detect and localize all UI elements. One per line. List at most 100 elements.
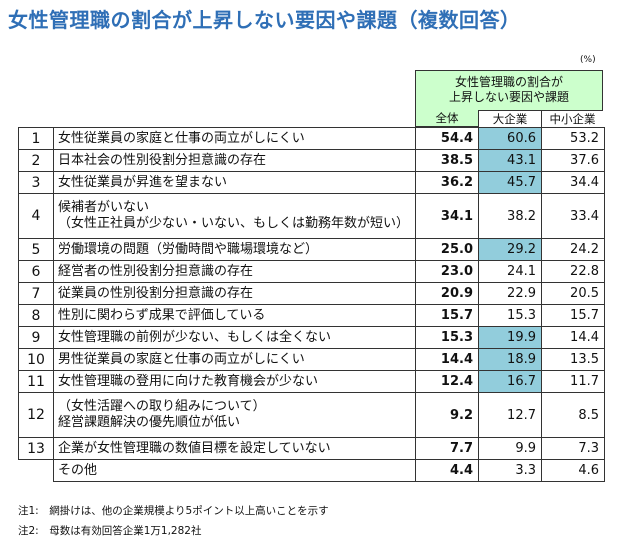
row-number: 11 — [18, 370, 54, 393]
table-row: 8 性別に関わらず成果で評価している 15.7 15.3 15.7 — [18, 304, 605, 327]
value-large: 22.9 — [478, 282, 542, 305]
table-group-header: 女性管理職の割合が 上昇しない要因や課題 全体 大企業 中小企業 — [415, 70, 603, 128]
row-label: 女性従業員が昇進を望まない — [53, 171, 416, 194]
row-label: 従業員の性別役割分担意識の存在 — [53, 282, 416, 305]
table-row: 6 経営者の性別役割分担意識の存在 23.0 24.1 22.8 — [18, 260, 605, 283]
row-label-text: 女性管理職の前例が少ない、もしくは全くない — [58, 329, 332, 345]
row-number: 5 — [18, 238, 54, 261]
value-all: 34.1 — [415, 193, 479, 239]
value-all: 36.2 — [415, 171, 479, 194]
unit-label: (%) — [580, 55, 596, 65]
group-header-line2: 上昇しない要因や課題 — [448, 90, 569, 104]
row-number: 13 — [18, 437, 54, 460]
row-label-text: 労働環境の問題（労働時間や職場環境など） — [58, 241, 319, 257]
row-number: 8 — [18, 304, 54, 327]
row-label: 経営者の性別役割分担意識の存在 — [53, 260, 416, 283]
value-sme: 24.2 — [541, 238, 605, 261]
value-large: 24.1 — [478, 260, 542, 283]
value-sme: 13.5 — [541, 348, 605, 371]
table-row: 10 男性従業員の家庭と仕事の両立がしにくい 14.4 18.9 13.5 — [18, 348, 605, 371]
row-number: 2 — [18, 149, 54, 172]
value-all: 25.0 — [415, 238, 479, 261]
table-row: 3 女性従業員が昇進を望まない 36.2 45.7 34.4 — [18, 171, 605, 194]
table-row: 13 企業が女性管理職の数値目標を設定していない 7.7 9.9 7.3 — [18, 437, 605, 460]
page-title: 女性管理職の割合が上昇しない要因や課題（複数回答） — [8, 8, 521, 32]
table-row: 1 女性従業員の家庭と仕事の両立がしにくい 54.4 60.6 53.2 — [18, 127, 605, 150]
value-sme: 15.7 — [541, 304, 605, 327]
value-all: 7.7 — [415, 437, 479, 460]
row-label: 男性従業員の家庭と仕事の両立がしにくい — [53, 348, 416, 371]
note-2: 注2: 母数は有効回答企業1万1,282社 — [18, 525, 202, 537]
row-number: 1 — [18, 127, 54, 150]
row-label-text: 女性従業員が昇進を望まない — [58, 174, 228, 190]
value-sme: 14.4 — [541, 326, 605, 349]
row-number: 6 — [18, 260, 54, 283]
col-header-sme: 中小企業 — [541, 110, 603, 128]
row-label-text-2: （女性正社員が少ない・いない、もしくは勤務年数が短い） — [58, 216, 410, 231]
row-label-text: 性別に関わらず成果で評価している — [58, 307, 266, 323]
value-sme: 34.4 — [541, 171, 605, 194]
row-label: 労働環境の問題（労働時間や職場環境など） — [53, 238, 416, 261]
row-number: 4 — [18, 193, 54, 239]
table-row: 12 （女性活躍への取り組みについて） 経営課題解決の優先順位が低い 9.2 12… — [18, 392, 605, 438]
value-all: 38.5 — [415, 149, 479, 172]
value-all: 15.7 — [415, 304, 479, 327]
table-row: 4 候補者がいない （女性正社員が少ない・いない、もしくは勤務年数が短い） 34.… — [18, 193, 605, 239]
table-row: 2 日本社会の性別役割分担意識の存在 38.5 43.1 37.6 — [18, 149, 605, 172]
row-label: 候補者がいない （女性正社員が少ない・いない、もしくは勤務年数が短い） — [53, 193, 416, 239]
value-large: 12.7 — [478, 392, 542, 438]
row-label: 女性従業員の家庭と仕事の両立がしにくい — [53, 127, 416, 150]
row-number: 9 — [18, 326, 54, 349]
value-sme: 20.5 — [541, 282, 605, 305]
value-all: 54.4 — [415, 127, 479, 150]
value-sme: 11.7 — [541, 370, 605, 393]
table-row: 7 従業員の性別役割分担意識の存在 20.9 22.9 20.5 — [18, 282, 605, 305]
row-label: （女性活躍への取り組みについて） 経営課題解決の優先順位が低い — [53, 392, 416, 438]
row-label-text: 従業員の性別役割分担意識の存在 — [58, 285, 254, 301]
value-all: 4.4 — [415, 459, 479, 482]
row-number: 7 — [18, 282, 54, 305]
value-all: 12.4 — [415, 370, 479, 393]
row-label-text: 候補者がいない — [58, 200, 150, 215]
table-row: その他 4.4 3.3 4.6 — [18, 459, 605, 482]
row-number — [18, 459, 54, 482]
note-1: 注1: 網掛けは、他の企業規模より5ポイント以上高いことを示す — [18, 505, 329, 517]
col-header-all: 全体 — [435, 111, 459, 125]
table-row: 9 女性管理職の前例が少ない、もしくは全くない 15.3 19.9 14.4 — [18, 326, 605, 349]
value-sme: 37.6 — [541, 149, 605, 172]
value-all: 15.3 — [415, 326, 479, 349]
value-sme: 53.2 — [541, 127, 605, 150]
value-large: 9.9 — [478, 437, 542, 460]
value-all: 14.4 — [415, 348, 479, 371]
row-label-text: （女性活躍への取り組みについて） — [58, 399, 266, 414]
value-all: 23.0 — [415, 260, 479, 283]
table-row: 11 女性管理職の登用に向けた教育機会が少ない 12.4 16.7 11.7 — [18, 370, 605, 393]
row-number: 12 — [18, 392, 54, 438]
value-sme: 8.5 — [541, 392, 605, 438]
value-all: 20.9 — [415, 282, 479, 305]
row-label-text: 経営者の性別役割分担意識の存在 — [58, 263, 254, 279]
value-large: 38.2 — [478, 193, 542, 239]
row-label: 女性管理職の登用に向けた教育機会が少ない — [53, 370, 416, 393]
value-large: 29.2 — [478, 238, 542, 261]
row-label-text: 女性管理職の登用に向けた教育機会が少ない — [58, 373, 319, 389]
data-table: 1 女性従業員の家庭と仕事の両立がしにくい 54.4 60.6 53.2 2 日本… — [18, 127, 605, 482]
value-large: 3.3 — [478, 459, 542, 482]
row-label: 女性管理職の前例が少ない、もしくは全くない — [53, 326, 416, 349]
value-large: 60.6 — [478, 127, 542, 150]
value-large: 43.1 — [478, 149, 542, 172]
row-label-text: 日本社会の性別役割分担意識の存在 — [58, 152, 267, 168]
value-large: 19.9 — [478, 326, 542, 349]
value-large: 15.3 — [478, 304, 542, 327]
row-label-text: その他 — [58, 462, 98, 478]
value-large: 18.9 — [478, 348, 542, 371]
value-sme: 7.3 — [541, 437, 605, 460]
row-number: 3 — [18, 171, 54, 194]
row-label-text: 女性従業員の家庭と仕事の両立がしにくい — [58, 130, 305, 146]
row-label-text: 男性従業員の家庭と仕事の両立がしにくい — [58, 351, 305, 367]
row-number: 10 — [18, 348, 54, 371]
table-row: 5 労働環境の問題（労働時間や職場環境など） 25.0 29.2 24.2 — [18, 238, 605, 261]
value-large: 45.7 — [478, 171, 542, 194]
value-sme: 33.4 — [541, 193, 605, 239]
row-label-text-2: 経営課題解決の優先順位が低い — [58, 415, 241, 430]
